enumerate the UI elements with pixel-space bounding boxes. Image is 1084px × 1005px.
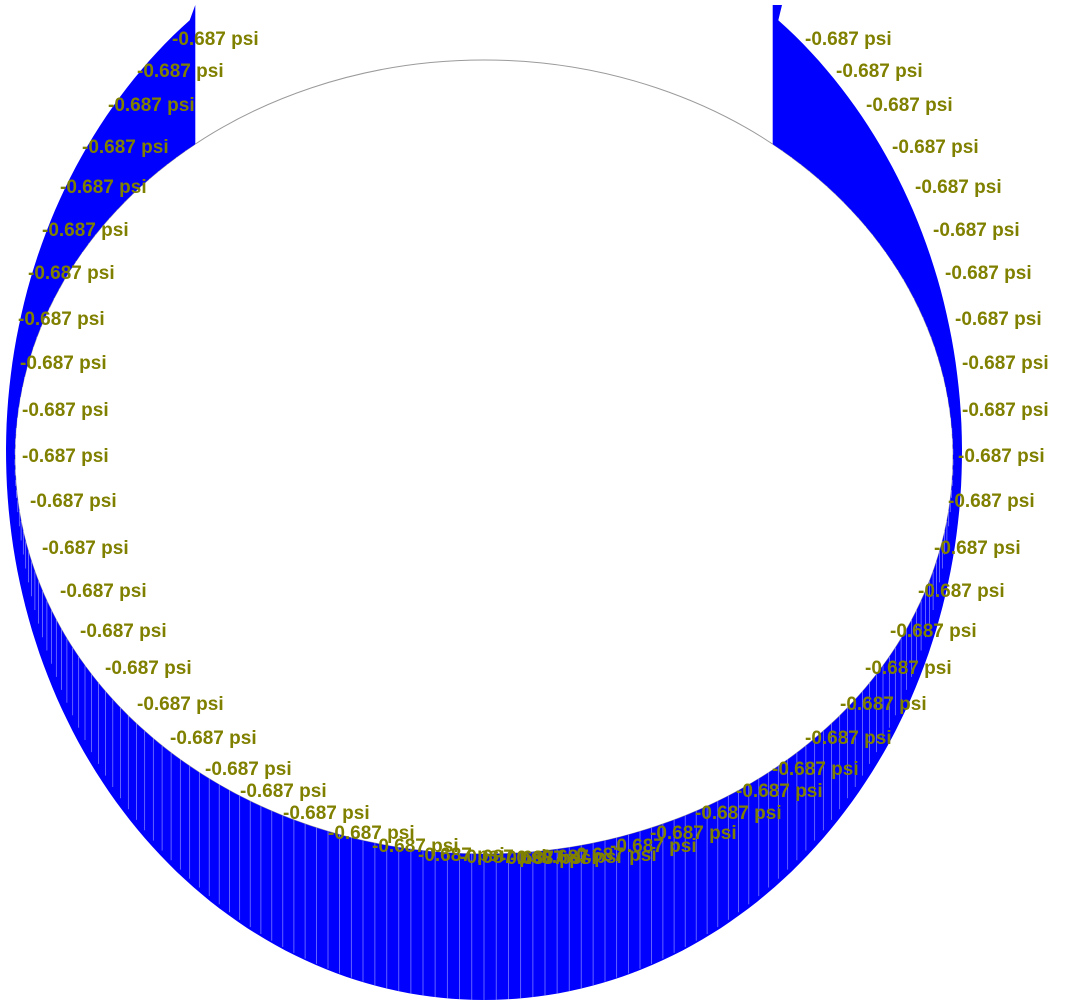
pressure-label: -0.687 psi	[915, 177, 1002, 198]
pressure-label: -0.687 psi	[865, 658, 952, 679]
pressure-label: -0.687 psi	[20, 353, 107, 374]
pressure-label: -0.687 psi	[80, 621, 167, 642]
pressure-label: -0.687 psi	[736, 781, 823, 802]
pressure-label: -0.687 psi	[240, 781, 327, 802]
pressure-label: -0.687 psi	[42, 538, 129, 559]
pressure-label: -0.687 psi	[772, 759, 859, 780]
pressure-label: -0.687 psi	[460, 847, 547, 868]
pressure-label: -0.687 psi	[890, 621, 977, 642]
pressure-label: -0.687 psi	[892, 137, 979, 158]
pressure-label: -0.687 psi	[82, 137, 169, 158]
pressure-label: -0.687 psi	[933, 220, 1020, 241]
pressure-label: -0.687 psi	[962, 353, 1049, 374]
pressure-label: -0.687 psi	[30, 491, 117, 512]
pressure-label: -0.687 psi	[958, 446, 1045, 467]
pressure-label: -0.687 psi	[945, 263, 1032, 284]
pressure-label: -0.687 psi	[137, 61, 224, 82]
pressure-label: -0.687 psi	[105, 658, 192, 679]
pressure-label: -0.687 psi	[170, 728, 257, 749]
pressure-label: -0.687 psi	[18, 309, 105, 330]
pressure-label: -0.687 psi	[866, 95, 953, 116]
pressure-label: -0.687 psi	[205, 759, 292, 780]
pressure-label: -0.687 psi	[283, 803, 370, 824]
pressure-label: -0.687 psi	[418, 845, 505, 866]
pressure-label: -0.687 psi	[500, 848, 587, 869]
pressure-label: -0.687 psi	[918, 581, 1005, 602]
pressure-label: -0.687 psi	[610, 836, 697, 857]
pressure-label: -0.687 psi	[22, 446, 109, 467]
pressure-label: -0.687 psi	[510, 848, 597, 869]
pressure-label: -0.687 psi	[60, 177, 147, 198]
pressure-label: -0.687 psi	[836, 61, 923, 82]
pressure-label: -0.687 psi	[42, 220, 129, 241]
pressure-label: -0.687 psi	[934, 538, 1021, 559]
pressure-label: -0.687 psi	[650, 823, 737, 844]
pressure-label: -0.687 psi	[22, 400, 109, 421]
pressure-arrows	[6, 5, 962, 1000]
pressure-label: -0.687 psi	[695, 803, 782, 824]
pressure-label: -0.687 psi	[962, 400, 1049, 421]
pressure-label: -0.687 psi	[172, 29, 259, 50]
pressure-label: -0.687 psi	[28, 263, 115, 284]
pressure-label: -0.687 psi	[948, 491, 1035, 512]
pressure-label: -0.687 psi	[805, 728, 892, 749]
pressure-label: -0.687 psi	[805, 29, 892, 50]
pressure-label: -0.687 psi	[328, 823, 415, 844]
pressure-labels: -0.687 psi-0.687 psi-0.687 psi-0.687 psi…	[18, 29, 1049, 869]
pressure-label: -0.687 psi	[840, 694, 927, 715]
pressure-label: -0.687 psi	[535, 847, 622, 868]
pressure-label: -0.687 psi	[372, 836, 459, 857]
pressure-label: -0.687 psi	[137, 694, 224, 715]
pressure-label: -0.687 psi	[108, 95, 195, 116]
pressure-label: -0.687 psi	[60, 581, 147, 602]
pressure-label: -0.687 psi	[570, 845, 657, 866]
pressure-label: -0.687 psi	[955, 309, 1042, 330]
